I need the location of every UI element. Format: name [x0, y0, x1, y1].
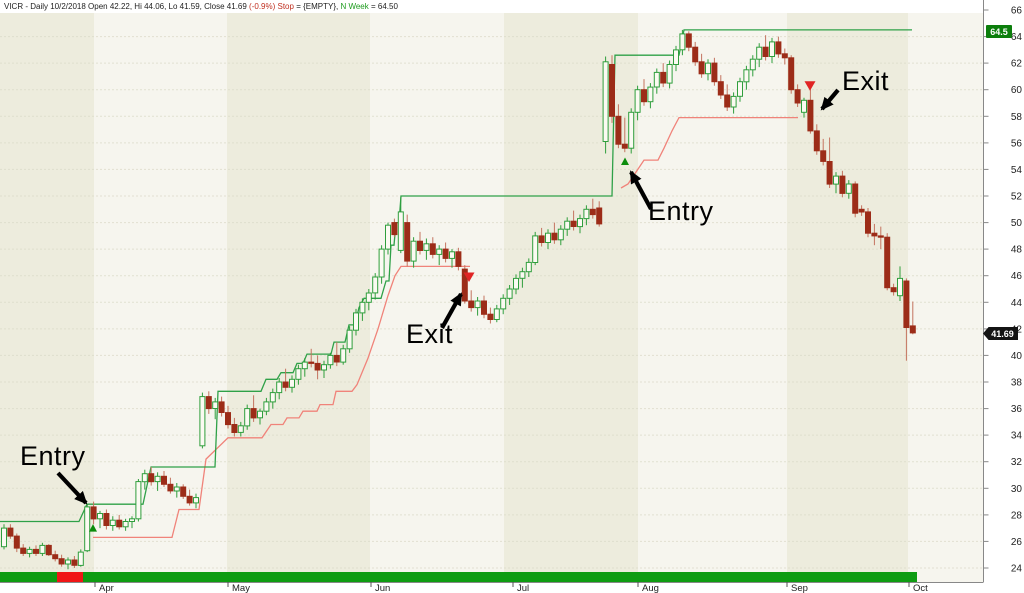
regime-bar: [0, 572, 917, 582]
month-axis-label: Jul: [517, 583, 529, 593]
price-axis-label: 50: [1011, 218, 1023, 229]
price-axis-label: 56: [1011, 138, 1023, 149]
entry-marker-icon: [89, 524, 97, 532]
month-axis-label: Oct: [913, 583, 928, 593]
exit-marker-icon: [804, 81, 816, 91]
price-axis: 6664626058565452504846444240383634323028…: [983, 0, 1023, 582]
price-axis-label: 54: [1011, 165, 1023, 176]
quote-header: VICR - Daily 10/2/2018 Open 42.22, Hi 44…: [4, 2, 398, 12]
month-axis-label: May: [232, 583, 250, 593]
month-axis-label: Sep: [791, 583, 808, 593]
nweek-price-badge: 64.5: [986, 25, 1012, 38]
annotation-exit-label: Exit: [842, 66, 890, 96]
stop-value: = {EMPTY},: [293, 2, 341, 11]
price-axis-label: 64: [1011, 32, 1023, 43]
price-axis-label: 44: [1011, 298, 1023, 309]
month-axis-label: Jun: [375, 583, 390, 593]
price-axis-label: 48: [1011, 245, 1023, 256]
candlesticks: [1, 29, 916, 570]
annotation-arrows: [56, 88, 840, 505]
month-axis-label: Apr: [99, 583, 114, 593]
price-axis-label: 46: [1011, 271, 1023, 282]
annotation-entry-label: Entry: [20, 441, 86, 471]
price-axis-label: 32: [1011, 457, 1023, 468]
month-bands: [0, 13, 983, 582]
price-axis-label: 34: [1011, 431, 1023, 442]
price-axis-label: 62: [1011, 59, 1023, 70]
price-axis-label: 58: [1011, 112, 1023, 123]
price-axis-label: 66: [1011, 6, 1023, 17]
annotation-entry-label: Entry: [648, 196, 714, 226]
nweek-value: = 64.50: [368, 2, 398, 11]
price-axis-label: 36: [1011, 404, 1023, 415]
price-axis-label: 28: [1011, 510, 1023, 521]
month-axis-label: Aug: [642, 583, 659, 593]
price-axis-label: 60: [1011, 85, 1023, 96]
last-price-badge: 41.69: [983, 327, 1018, 340]
trade-markers: [89, 81, 816, 532]
price-axis-label: 38: [1011, 378, 1023, 389]
entry-marker-icon: [621, 157, 629, 165]
quote-summary: VICR - Daily 10/2/2018 Open 42.22, Hi 44…: [4, 2, 250, 11]
stop-label: Stop: [277, 2, 294, 11]
price-axis-label: 30: [1011, 484, 1023, 495]
exit-marker-icon: [463, 272, 475, 283]
price-axis-label: 26: [1011, 537, 1023, 548]
price-axis-label: 52: [1011, 192, 1023, 203]
annotation-exit-label: Exit: [406, 319, 454, 349]
nweek-label: N Week: [340, 2, 369, 11]
quote-change: (-0.9%): [249, 2, 278, 11]
price-axis-label: 40: [1011, 351, 1023, 362]
price-axis-label: 24: [1011, 564, 1023, 575]
time-axis: Apr May Jun Jul Aug Sep Oct: [0, 582, 984, 593]
